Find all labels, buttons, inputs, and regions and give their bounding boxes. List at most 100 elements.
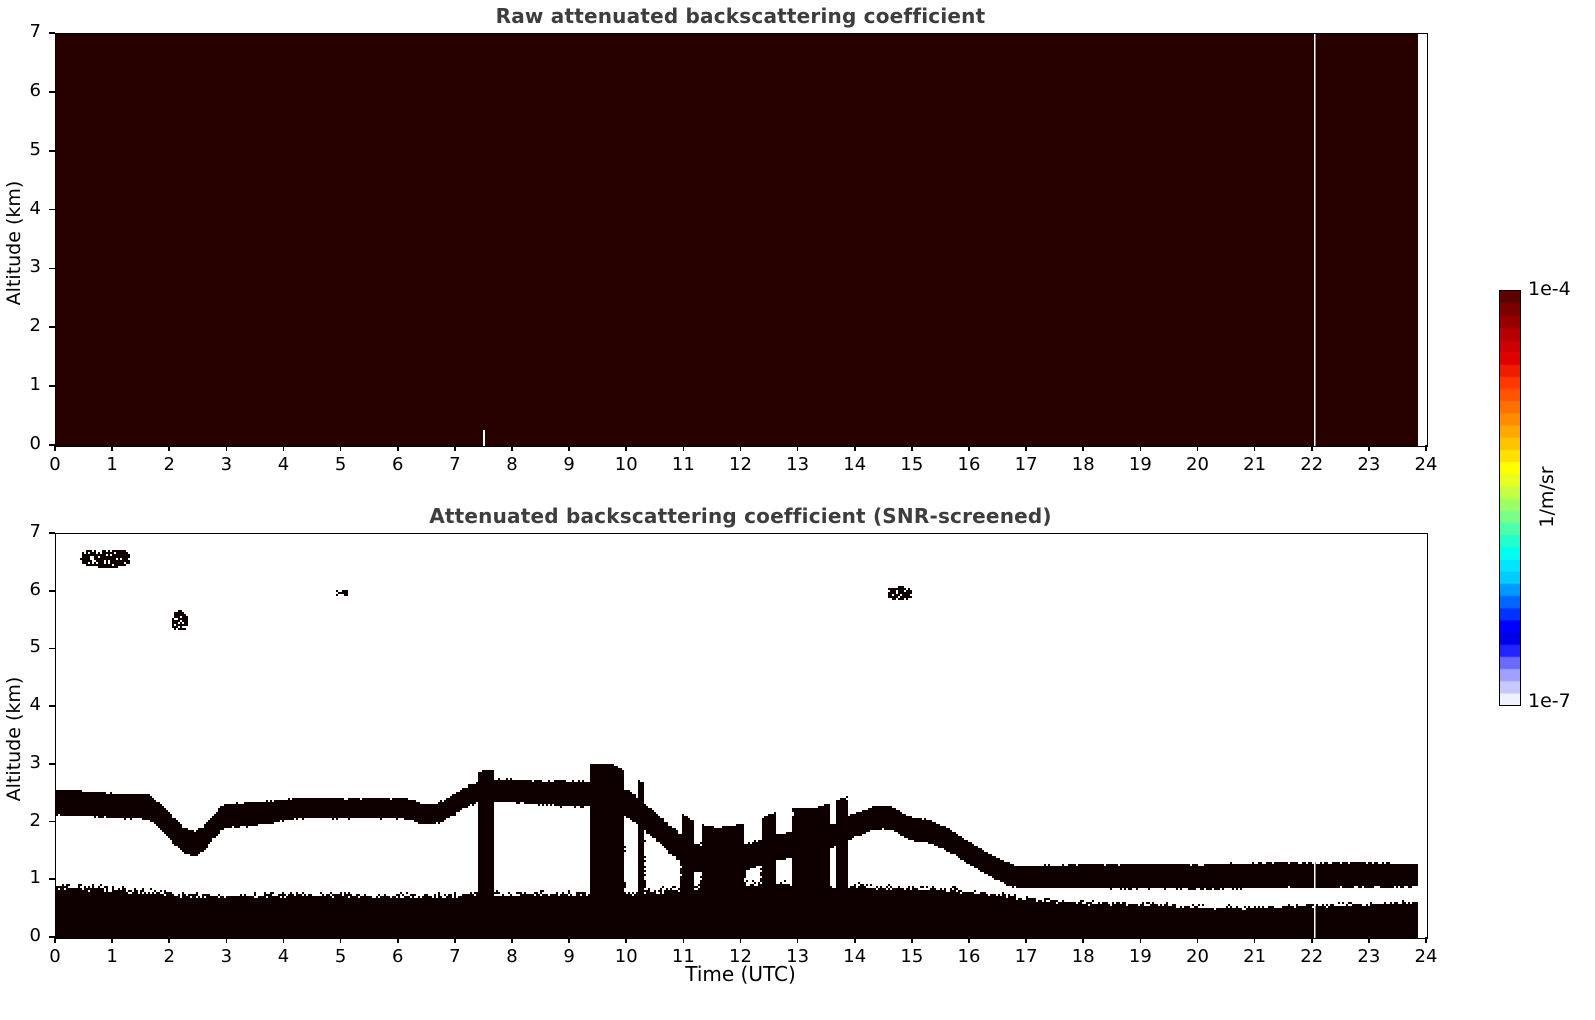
- x-tickmark: [1196, 445, 1199, 451]
- x-tick-label: 4: [277, 946, 290, 967]
- y-tickmark: [49, 532, 55, 534]
- x-tick-label: 24: [1414, 946, 1438, 967]
- y-tick-label: 2: [29, 315, 41, 337]
- x-tickmark: [911, 937, 913, 943]
- x-tick-label: 10: [614, 454, 638, 475]
- x-tick-label: 19: [1128, 454, 1152, 475]
- y-tickmark: [49, 763, 55, 765]
- x-tickmark: [511, 937, 513, 943]
- x-tick-label: 10: [614, 946, 638, 967]
- colorbar-unit-label: 1/m/sr: [1536, 466, 1558, 528]
- x-tick-label: 12: [729, 454, 752, 475]
- x-tickmark: [282, 445, 285, 451]
- x-tickmark: [339, 937, 342, 943]
- y-tickmark: [49, 385, 55, 387]
- x-tick-label: 11: [671, 946, 695, 967]
- x-tick-label: 16: [957, 946, 981, 967]
- x-tickmark: [111, 445, 113, 451]
- y-tick-label: 5: [29, 138, 41, 160]
- y-tickmark: [49, 589, 55, 592]
- y-tick-label: 3: [29, 256, 41, 278]
- x-tickmark: [1082, 445, 1085, 451]
- colorbar: [1499, 290, 1521, 706]
- x-tickmark: [454, 937, 456, 943]
- x-tickmark: [454, 445, 456, 451]
- x-tick-label: 21: [1243, 946, 1267, 967]
- x-tick-label: 11: [671, 454, 695, 475]
- x-tick-label: 0: [49, 454, 61, 475]
- y-tickmark: [49, 936, 55, 938]
- y-tickmark: [49, 647, 55, 650]
- x-tickmark: [1425, 937, 1427, 943]
- y-tick-label: 2: [29, 809, 41, 831]
- x-tick-label: 23: [1357, 946, 1381, 967]
- x-tick-label: 5: [334, 946, 347, 967]
- x-tick-label: 16: [957, 454, 981, 475]
- plot-axes-screened: [55, 533, 1428, 939]
- x-tickmark: [568, 937, 570, 943]
- y-tickmark: [49, 91, 55, 93]
- x-tickmark: [1196, 937, 1199, 943]
- panel-title-raw: Raw attenuated backscattering coefficien…: [495, 4, 986, 28]
- y-tick-label: 6: [29, 578, 41, 600]
- x-tick-label: 23: [1357, 454, 1381, 475]
- x-tickmark: [1025, 937, 1027, 943]
- x-tick-label: 14: [843, 946, 867, 967]
- x-tick-label: 20: [1186, 454, 1209, 475]
- x-tickmark: [1253, 445, 1256, 451]
- x-tickmark: [339, 445, 342, 451]
- x-tickmark: [796, 937, 799, 943]
- x-tick-label: 18: [1071, 454, 1095, 475]
- y-tick-label: 6: [29, 79, 41, 101]
- y-tick-label: 0: [29, 433, 41, 454]
- x-tickmark: [911, 445, 913, 451]
- x-tick-label: 1: [106, 946, 118, 967]
- x-tick-label: 6: [392, 946, 404, 967]
- heatmap-raw: [56, 34, 1427, 446]
- x-tick-label: 15: [900, 946, 924, 967]
- x-tickmark: [1139, 445, 1142, 451]
- x-tickmark: [1253, 937, 1256, 943]
- y-tickmark: [49, 444, 55, 446]
- x-tickmark: [282, 937, 285, 943]
- y-axis-label-raw: Altitude (km): [3, 180, 25, 306]
- y-tickmark: [49, 149, 55, 152]
- y-tickmark: [49, 32, 55, 34]
- x-tick-label: 3: [220, 946, 233, 967]
- x-tickmark: [1082, 937, 1085, 943]
- x-tickmark: [1425, 445, 1427, 451]
- x-tickmark: [968, 937, 970, 943]
- x-tick-label: 0: [49, 946, 61, 967]
- x-tick-label: 7: [449, 454, 461, 475]
- x-tick-label: 20: [1186, 946, 1209, 967]
- x-tickmark: [225, 937, 228, 943]
- colorbar-min-tick-label: 1e-7: [1528, 690, 1571, 712]
- x-tickmark: [625, 445, 628, 451]
- y-axis-label-screened: Altitude (km): [3, 676, 25, 802]
- x-tickmark: [1139, 937, 1142, 943]
- x-tickmark: [225, 445, 228, 451]
- y-tickmark: [49, 820, 55, 823]
- y-tickmark: [49, 326, 55, 329]
- x-tickmark: [568, 445, 570, 451]
- y-tick-label: 0: [29, 925, 41, 946]
- y-tick-label: 7: [29, 21, 41, 42]
- x-axis-label: Time (UTC): [685, 962, 796, 986]
- x-tickmark: [396, 445, 399, 451]
- y-tickmark: [49, 705, 55, 707]
- x-tick-label: 14: [843, 454, 867, 475]
- x-tick-label: 9: [563, 454, 575, 475]
- heatmap-screened: [56, 534, 1427, 938]
- x-tickmark: [968, 445, 970, 451]
- x-tickmark: [625, 937, 628, 943]
- x-tickmark: [682, 445, 685, 451]
- x-tick-label: 7: [449, 946, 461, 967]
- x-tick-label: 13: [786, 946, 810, 967]
- x-tick-label: 12: [729, 946, 752, 967]
- x-tickmark: [1310, 445, 1313, 451]
- x-tick-label: 4: [277, 454, 290, 475]
- x-tick-label: 15: [900, 454, 924, 475]
- x-tick-label: 21: [1243, 454, 1267, 475]
- y-tickmark: [49, 267, 55, 270]
- x-tickmark: [396, 937, 399, 943]
